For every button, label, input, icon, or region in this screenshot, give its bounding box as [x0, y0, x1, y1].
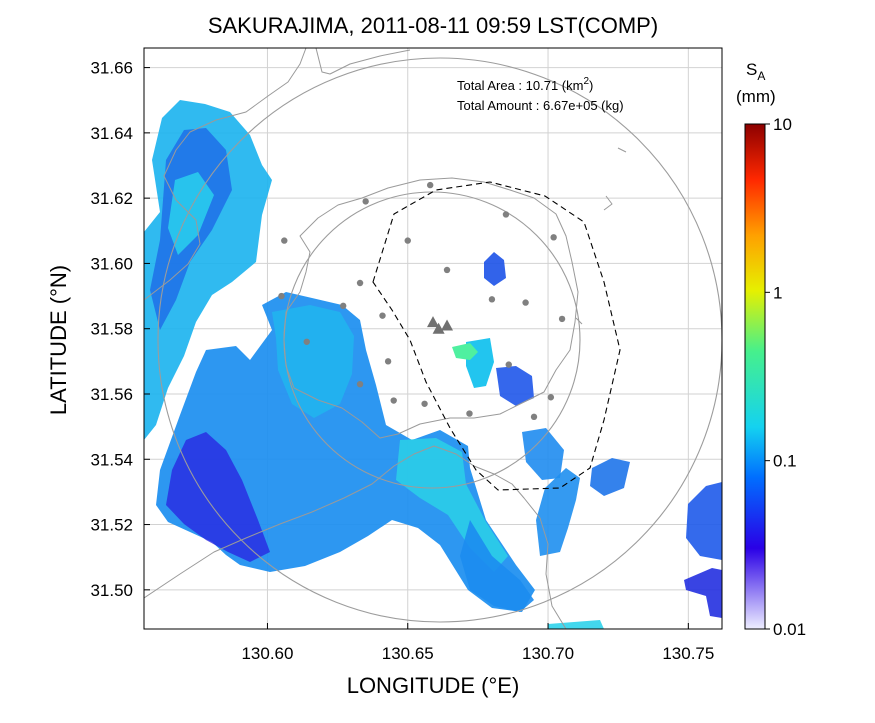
- total-area-text: Total Area : 10.71 (km2): [457, 76, 593, 93]
- station-marker: [502, 211, 510, 218]
- station-marker: [522, 299, 529, 306]
- echo-central-blue: [496, 366, 534, 406]
- restricted-area-boundary: [372, 181, 621, 491]
- summit-marker: [427, 316, 439, 328]
- station-marker: [443, 266, 451, 274]
- colorbar-tick-label: 0.01: [773, 620, 806, 639]
- y-tick-label: 31.62: [90, 189, 133, 208]
- y-tick-label: 31.66: [90, 59, 133, 78]
- station-marker: [390, 397, 397, 404]
- station-marker: [466, 410, 473, 417]
- volcano-summits: [427, 316, 454, 334]
- x-axis-label: LONGITUDE (°E): [347, 673, 520, 698]
- station-marker: [530, 413, 538, 421]
- station-marker: [303, 338, 310, 345]
- summit-marker: [441, 319, 454, 331]
- echo-east-patch: [522, 428, 564, 480]
- station-marker: [421, 400, 428, 407]
- echo-south-core: [166, 432, 270, 562]
- northeast-coast: [315, 48, 411, 75]
- y-tick-label: 31.56: [90, 385, 133, 404]
- x-tick-label: 130.60: [241, 644, 293, 663]
- totals-box: Total Area : 10.71 (km2) Total Amount : …: [457, 76, 624, 113]
- station-marker: [404, 237, 411, 244]
- station-marker: [547, 394, 555, 401]
- echo-field: [144, 100, 722, 629]
- colorbar-scale: [744, 123, 766, 630]
- y-tick-label: 31.50: [90, 581, 133, 600]
- y-tick-label: 31.58: [90, 320, 133, 339]
- x-axis-ticks: 130.60 130.65 130.70 130.75: [241, 623, 714, 663]
- western-coast: [144, 48, 307, 301]
- southern-coast: [144, 445, 567, 629]
- x-tick-label: 130.70: [522, 644, 574, 663]
- station-marker: [488, 296, 496, 303]
- echo-far-east: [686, 482, 722, 560]
- colorbar: SA (mm) 10 1 0.1 0.01: [736, 60, 806, 639]
- y-axis-ticks: 31.50 31.52 31.54 31.56 31.58 31.60 31.62 31.64…: [90, 59, 150, 600]
- x-tick-label: 130.65: [382, 644, 434, 663]
- sakurajima-coast: [283, 177, 579, 439]
- echo-east-small: [590, 458, 630, 496]
- station-marker: [550, 234, 557, 241]
- echo-far-east-south: [684, 568, 722, 618]
- echo-central-green: [452, 343, 478, 360]
- echo-southeast-band: [536, 468, 580, 556]
- station-marker: [505, 361, 512, 368]
- colorbar-symbol: SA: [746, 60, 765, 83]
- echo-south-plume: [460, 520, 534, 612]
- y-tick-label: 31.64: [90, 124, 133, 143]
- total-amount-text: Total Amount : 6.67e+05 (kg): [457, 98, 624, 113]
- colorbar-tick-label: 10: [773, 115, 792, 134]
- station-marker: [281, 237, 288, 244]
- observation-stations: [278, 181, 566, 421]
- colorbar-tick-label: 0.1: [773, 452, 797, 471]
- station-marker: [356, 380, 364, 388]
- y-axis-label: LATITUDE (°N): [46, 265, 71, 415]
- station-marker: [384, 358, 392, 365]
- echo-west-light: [168, 172, 214, 255]
- station-marker: [278, 292, 285, 300]
- colorbar-tick-label: 1: [773, 283, 782, 302]
- coastline: [144, 48, 627, 629]
- x-tick-label: 130.75: [662, 644, 714, 663]
- station-marker: [362, 198, 369, 205]
- y-tick-label: 31.54: [90, 450, 133, 469]
- summit-marker: [432, 322, 445, 334]
- station-marker: [558, 315, 566, 323]
- y-tick-label: 31.52: [90, 516, 133, 535]
- colorbar-unit: (mm): [736, 87, 776, 106]
- station-marker: [356, 279, 364, 287]
- plot-area: [143, 47, 723, 630]
- map-title: SAKURAJIMA, 2011-08-11 09:59 LST(COMP): [208, 13, 658, 38]
- y-tick-label: 31.60: [90, 254, 133, 273]
- station-marker: [426, 181, 434, 189]
- station-marker: [340, 302, 347, 310]
- station-marker: [379, 312, 386, 319]
- plot-frame: [143, 47, 723, 630]
- echo-northeast-patch: [484, 252, 506, 286]
- colorbar-ticks: 10 1 0.1 0.01: [765, 115, 806, 639]
- echo-bottom-strip: [548, 620, 604, 629]
